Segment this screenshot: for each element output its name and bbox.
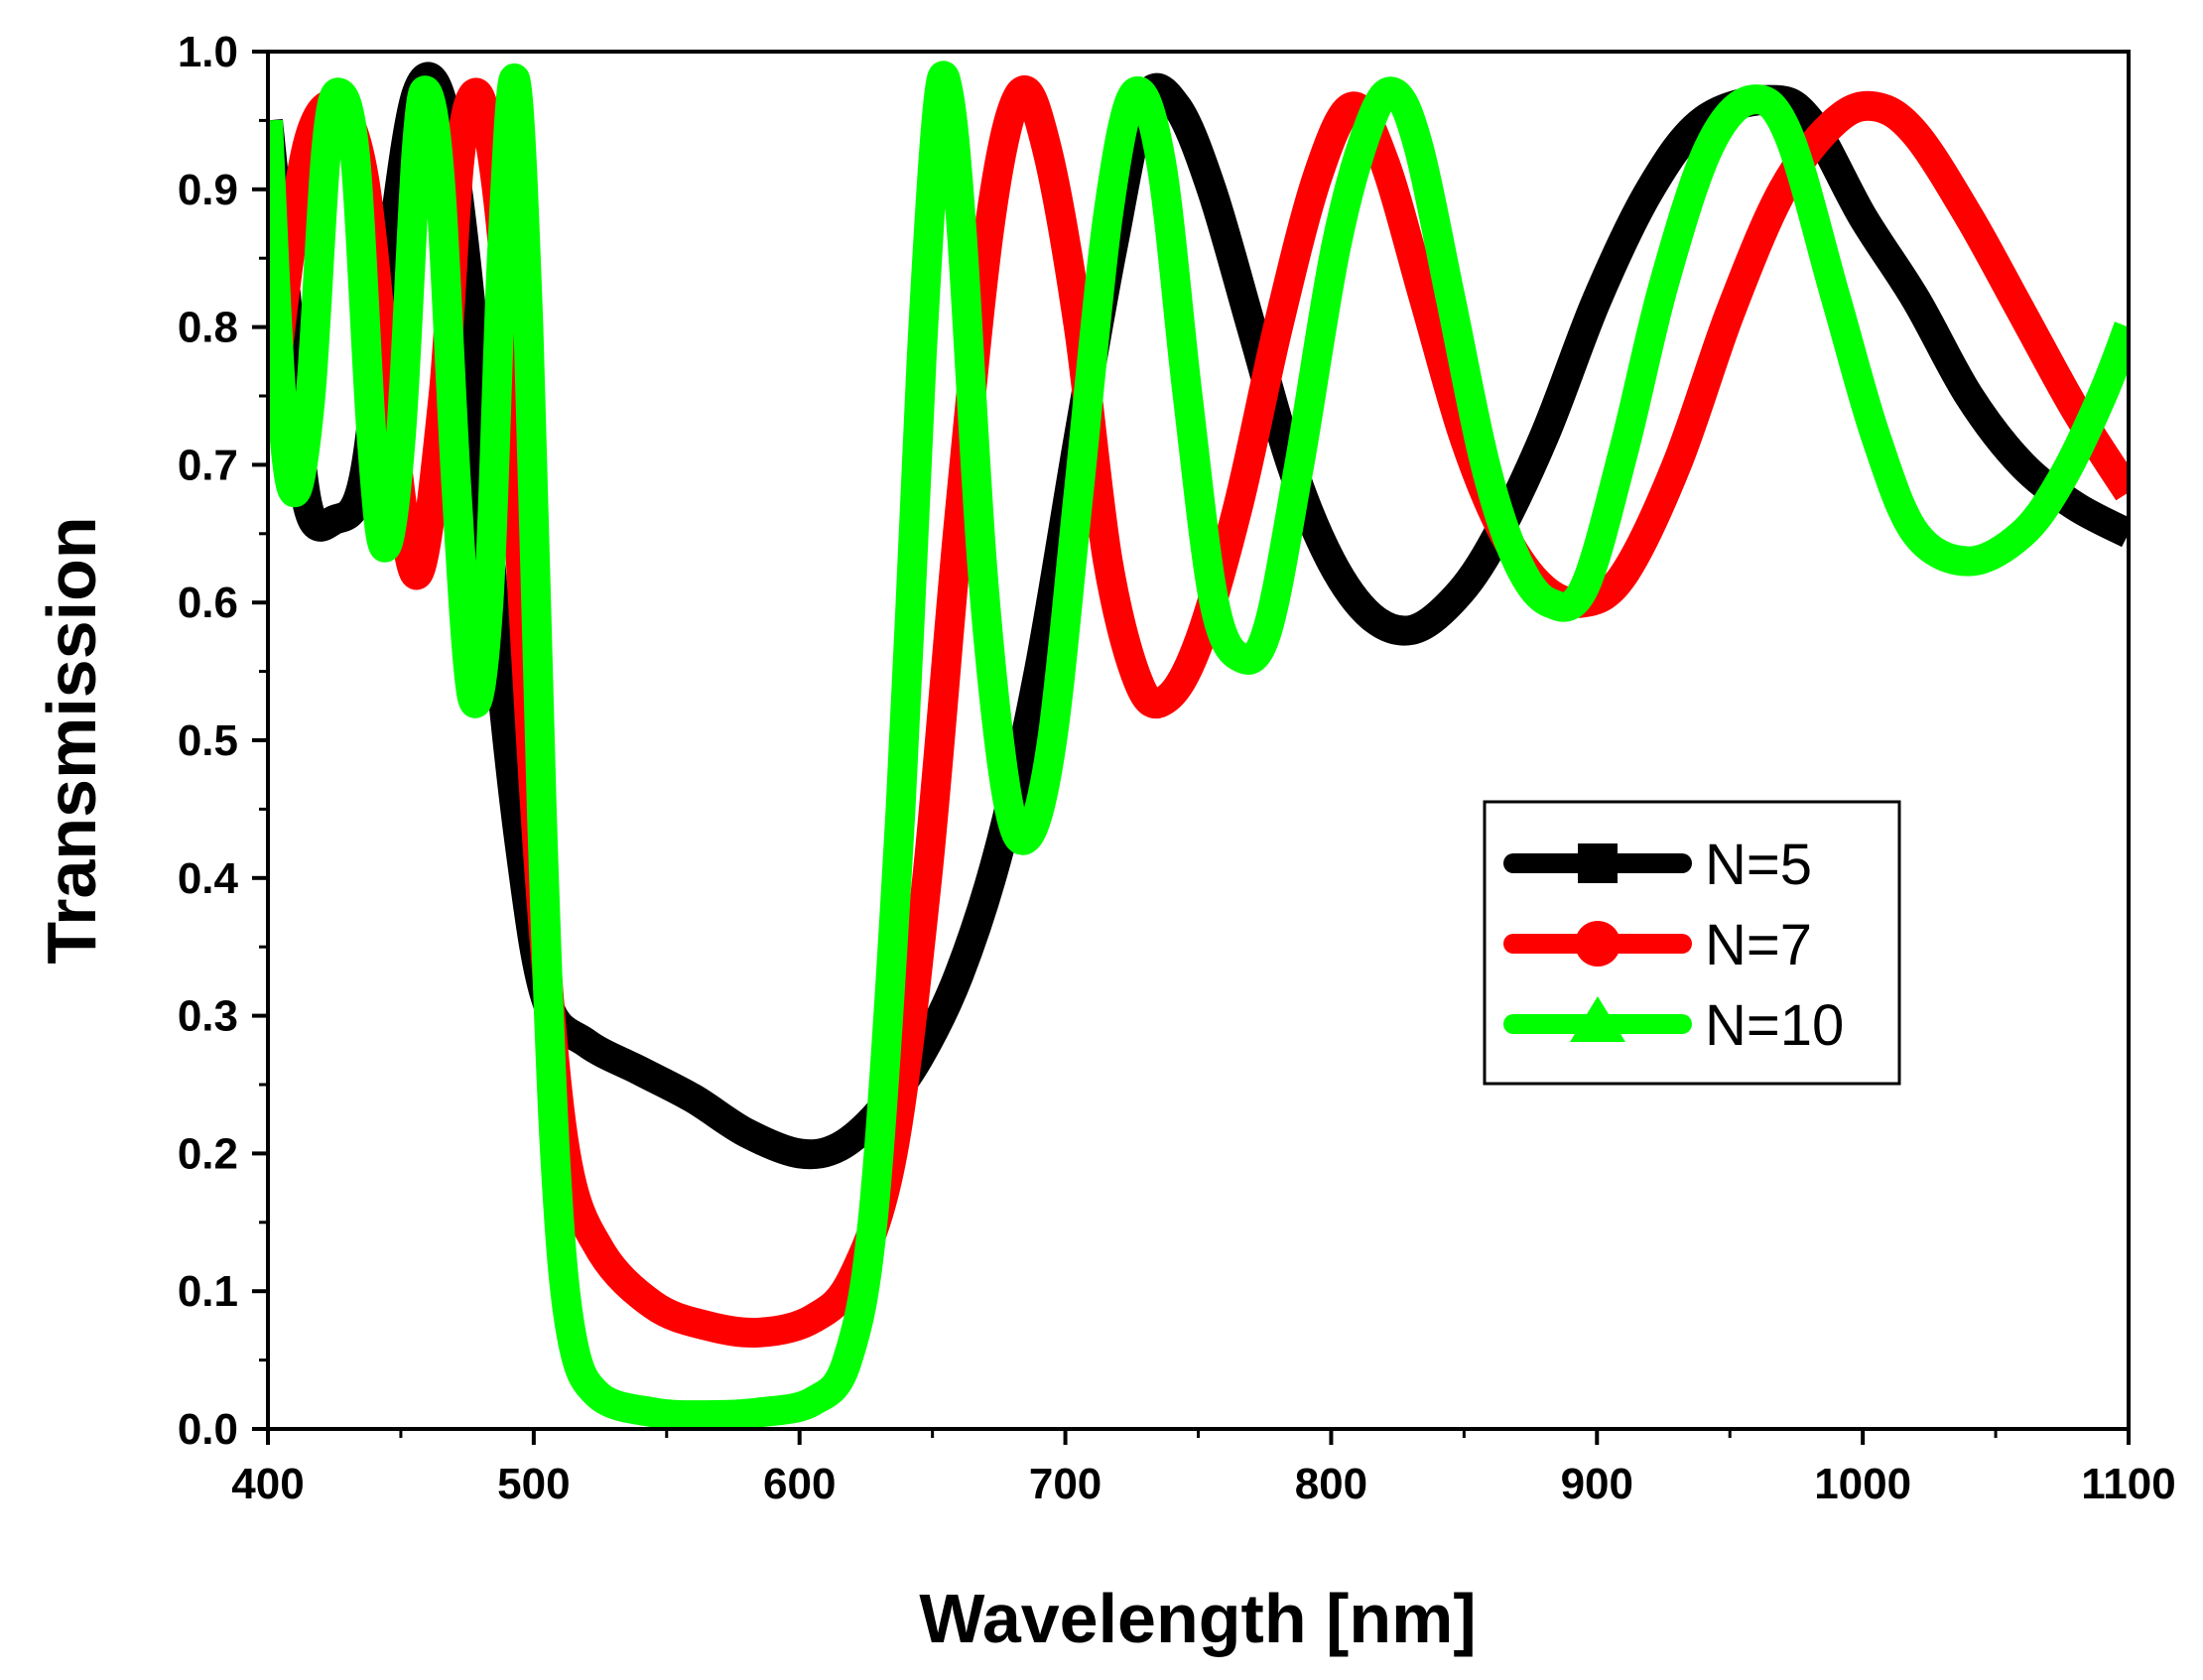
y-tick-label: 0.4: [178, 854, 239, 903]
x-tick-label: 700: [1029, 1460, 1102, 1508]
y-tick-label: 0.1: [178, 1267, 238, 1316]
legend-marker-n-10: [1570, 996, 1625, 1042]
y-tick-label: 0.5: [178, 716, 238, 765]
legend-marker-n-5: [1578, 843, 1618, 883]
legend-label-n-7: N=7: [1705, 913, 1812, 977]
x-tick-label: 1100: [2081, 1460, 2175, 1508]
x-tick-label: 400: [231, 1460, 304, 1508]
y-tick-label: 0.2: [178, 1129, 238, 1178]
y-tick-label: 1.0: [178, 28, 238, 76]
legend-label-n-5: N=5: [1705, 833, 1812, 897]
x-tick-label: 800: [1295, 1460, 1367, 1508]
x-tick-label: 1000: [1814, 1460, 1911, 1508]
y-tick-label: 0.6: [178, 579, 238, 627]
y-tick-label: 0.8: [178, 304, 238, 352]
legend-marker-n-7: [1575, 921, 1620, 967]
x-tick-label: 500: [497, 1460, 570, 1508]
x-tick-label: 600: [763, 1460, 836, 1508]
legend: N=5 N=7 N=10: [1483, 800, 1901, 1086]
series-line-n-7: [268, 75, 2129, 1349]
y-tick-label: 0.0: [178, 1405, 238, 1454]
y-tick-label: 0.3: [178, 992, 238, 1041]
series-line-n-10: [268, 61, 2129, 1429]
y-tick-label: 0.9: [178, 166, 238, 214]
y-axis-title: Transmission: [33, 516, 110, 964]
x-tick-label: 900: [1561, 1460, 1633, 1508]
legend-label-n-10: N=10: [1705, 993, 1844, 1058]
y-tick-label: 0.7: [178, 441, 238, 489]
x-axis-title: Wavelength [nm]: [919, 1580, 1476, 1657]
